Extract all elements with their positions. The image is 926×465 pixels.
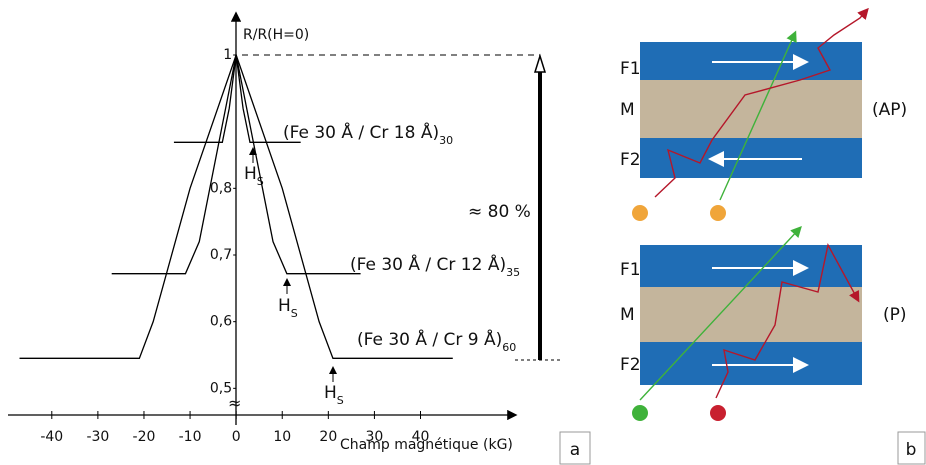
configuration-label: (P) <box>883 305 907 325</box>
series-subscript: 60 <box>502 341 516 354</box>
layer <box>640 342 862 385</box>
electron-path <box>719 30 797 201</box>
chart-a: ≈ R/R(H=0) Champ magnétique (kG) ≈ 80 % … <box>8 11 591 465</box>
electron-path <box>654 7 869 198</box>
layer-label: F2 <box>620 150 641 170</box>
saturation-label: HS <box>324 383 344 407</box>
electron-path <box>639 225 802 401</box>
x-tick-label: 0 <box>232 429 241 445</box>
x-tick-label: 40 <box>412 429 430 445</box>
x-tick-label: -30 <box>86 429 109 445</box>
panel-box <box>559 431 591 465</box>
y-tick-label: 0,7 <box>210 247 232 263</box>
x-tick-label: 30 <box>366 429 384 445</box>
layer-label: F1 <box>620 260 641 280</box>
face <box>632 205 648 221</box>
saturation-marks: HS HS HS <box>244 147 344 407</box>
panel-label: b <box>906 440 917 460</box>
amplitude-label: ≈ 80 % <box>468 202 531 222</box>
series-name: (Fe 30 Å / Cr 12 Å) <box>350 253 506 275</box>
y-tick-label: 1 <box>223 47 232 63</box>
panel-label: a <box>570 440 580 460</box>
series-subscript: 35 <box>506 266 520 279</box>
y-tick-label: 0,8 <box>210 180 232 196</box>
series-label: (Fe 30 Å / Cr 9 Å)60 <box>357 328 516 354</box>
x-tick-label: -40 <box>40 429 63 445</box>
layer <box>640 80 862 138</box>
x-tick-label: -10 <box>179 429 202 445</box>
layer-label: M <box>620 100 635 120</box>
curve <box>173 54 301 143</box>
series-label: (Fe 30 Å / Cr 12 Å)35 <box>350 253 520 279</box>
curve <box>19 53 453 359</box>
layer-label: M <box>620 305 635 325</box>
y-tick-label: 0,6 <box>210 314 232 330</box>
y-tick-label: 0,5 <box>210 380 232 396</box>
amplitude-arrowhead <box>533 53 547 73</box>
layer-label: F1 <box>620 59 641 79</box>
x-axis-label: Champ magnétique (kG) <box>340 437 513 453</box>
series-subscript: 30 <box>439 134 453 147</box>
x-tick-label: -20 <box>133 429 156 445</box>
layer <box>640 287 862 342</box>
series-name: (Fe 30 Å / Cr 18 Å) <box>283 121 439 143</box>
x-tick-label: 10 <box>273 429 291 445</box>
saturation-label: HS <box>244 164 264 188</box>
configuration-label: (AP) <box>872 100 907 120</box>
electron-path <box>715 243 860 399</box>
series-name: (Fe 30 Å / Cr 9 Å) <box>357 328 502 350</box>
face <box>632 405 648 421</box>
panel-b: F1 M F2 (AP) F1 M F2 (P) b <box>620 7 926 465</box>
layer-label: F2 <box>620 355 641 375</box>
y-axis-label: R/R(H=0) <box>243 27 309 43</box>
series-label: (Fe 30 Å / Cr 18 Å)30 <box>283 121 453 147</box>
saturation-label: HS <box>278 296 298 320</box>
face <box>710 405 726 421</box>
panel-box <box>897 431 926 465</box>
axis-break: ≈ <box>228 394 241 413</box>
x-tick-label: 20 <box>319 429 337 445</box>
face <box>710 205 726 221</box>
